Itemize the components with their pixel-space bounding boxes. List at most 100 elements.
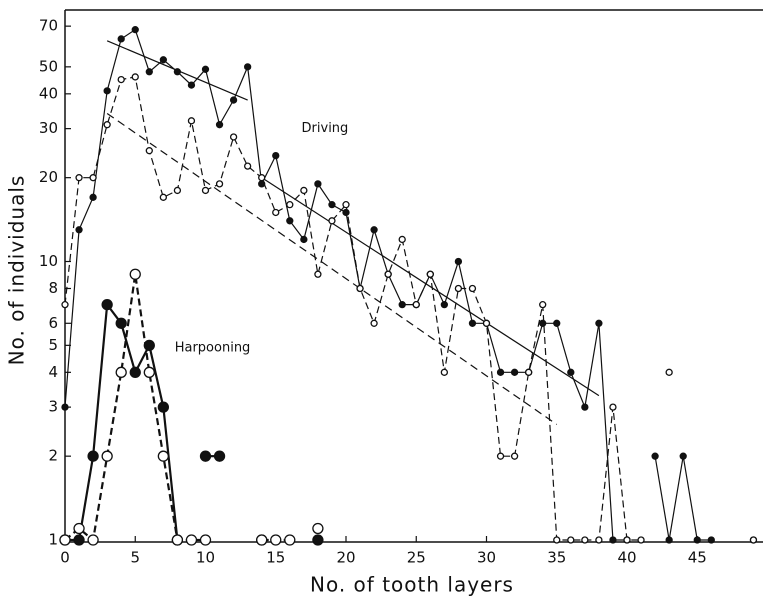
point [468, 284, 477, 293]
point [73, 522, 85, 535]
point [609, 536, 617, 544]
point [75, 226, 83, 234]
point [215, 121, 224, 129]
point [185, 534, 198, 546]
point [187, 117, 196, 125]
point [103, 87, 111, 95]
point [159, 193, 168, 201]
point [440, 300, 449, 309]
point [61, 403, 69, 411]
point [272, 151, 280, 160]
point [749, 536, 758, 544]
point [342, 201, 350, 209]
point [215, 180, 224, 188]
point [270, 534, 282, 546]
point [468, 319, 477, 327]
point [129, 366, 141, 378]
point [284, 534, 296, 546]
x-axis-title: No. of tooth layers [310, 573, 514, 597]
y-tick-label: 6 [48, 314, 58, 332]
point [370, 319, 378, 327]
point [398, 235, 406, 244]
point [693, 536, 701, 544]
point [173, 186, 182, 195]
point [595, 319, 603, 327]
point [609, 403, 617, 411]
point [61, 300, 69, 309]
point [679, 452, 687, 460]
y-tick-label: 4 [48, 363, 58, 381]
point [539, 300, 547, 309]
point [171, 534, 184, 546]
point [370, 226, 378, 234]
point [328, 217, 336, 225]
point [229, 96, 238, 104]
point [567, 368, 575, 376]
series-line [64, 76, 642, 541]
point [665, 368, 673, 376]
point [496, 452, 505, 460]
point [157, 450, 170, 462]
point [581, 536, 589, 544]
point [312, 522, 324, 535]
point [286, 201, 294, 209]
point [300, 186, 308, 195]
point [440, 368, 449, 376]
point [87, 534, 99, 546]
x-tick-label: 10 [196, 549, 215, 567]
point [258, 174, 266, 182]
x-tick-label: 35 [547, 549, 566, 567]
point [525, 368, 533, 376]
point [426, 270, 434, 278]
point [328, 201, 336, 209]
point [59, 534, 71, 546]
point [272, 208, 280, 217]
point [173, 68, 182, 76]
point [286, 217, 294, 225]
y-tick-label: 5 [48, 336, 58, 354]
y-tick-label: 40 [39, 84, 58, 102]
point [384, 270, 392, 278]
point [129, 268, 141, 280]
point [651, 452, 659, 460]
point [314, 270, 322, 278]
point [131, 26, 139, 34]
annotation: Harpooning [175, 340, 251, 355]
point [314, 180, 322, 188]
y-tick-label: 8 [48, 279, 58, 297]
point [115, 366, 127, 378]
y-tick-label: 10 [39, 252, 58, 270]
y-tick-label: 50 [39, 57, 58, 75]
point [199, 450, 212, 462]
point [454, 257, 463, 266]
y-tick-label: 30 [39, 119, 58, 137]
point [117, 75, 125, 84]
x-tick-label: 30 [477, 549, 496, 567]
point [300, 235, 308, 244]
point [145, 147, 153, 155]
annotation: Driving [302, 121, 349, 136]
y-tick-label: 70 [39, 17, 58, 35]
y-tick-label: 20 [39, 168, 58, 186]
point [665, 536, 673, 544]
point [117, 35, 125, 43]
point [553, 536, 561, 544]
fit-line [261, 177, 600, 397]
point [143, 366, 155, 378]
y-axis-title: No. of individuals [5, 175, 29, 366]
point [213, 450, 226, 462]
x-tick-label: 0 [60, 549, 70, 567]
point [103, 121, 111, 129]
point [199, 534, 212, 546]
point [75, 174, 83, 182]
point [312, 534, 324, 546]
point [412, 300, 420, 309]
x-tick-label: 20 [336, 549, 355, 567]
point [256, 534, 268, 546]
x-tick-label: 25 [407, 549, 426, 567]
point [342, 208, 350, 217]
y-tick-label: 2 [48, 447, 58, 465]
point [496, 368, 505, 376]
point [243, 63, 252, 71]
